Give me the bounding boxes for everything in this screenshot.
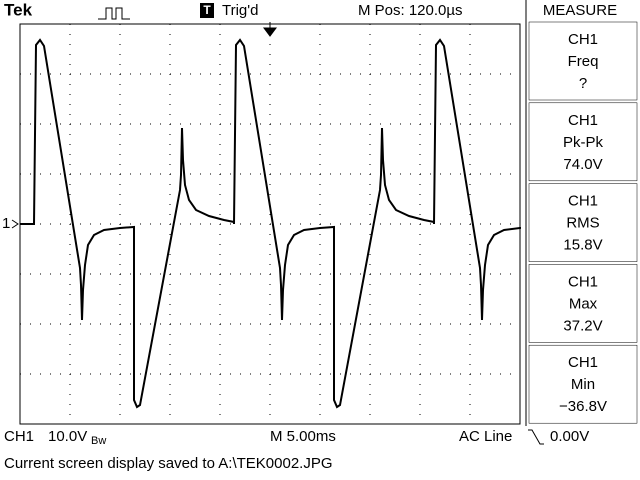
status-message: Current screen display saved to A:\TEK00…: [4, 455, 333, 472]
measure-box: [528, 264, 638, 343]
horizontal-position: M Pos: 120.0µs: [358, 2, 463, 19]
waveform: [20, 38, 521, 409]
measure-value: 74.0V: [563, 156, 602, 173]
acquire-icon: [98, 7, 130, 20]
channel-marker: 1: [2, 215, 10, 232]
channel-label: CH1: [4, 428, 34, 445]
measure-value: ?: [579, 75, 587, 92]
measure-source: CH1: [568, 273, 598, 290]
brand: Tek: [4, 0, 33, 19]
trigger-slope-icon: [528, 429, 544, 445]
panel-title: MEASURE: [543, 2, 617, 19]
measure-box: [528, 183, 638, 262]
trigger-position-marker: [263, 22, 277, 37]
measure-name: Min: [571, 376, 595, 393]
measure-source: CH1: [568, 354, 598, 371]
vertical-scale: 10.0V: [48, 428, 87, 445]
graticule: [20, 24, 520, 424]
measure-name: RMS: [566, 215, 599, 232]
measure-name: Freq: [568, 53, 599, 70]
measure-name: Pk-Pk: [563, 134, 604, 151]
measure-source: CH1: [568, 193, 598, 210]
measure-source: CH1: [568, 112, 598, 129]
measure-box: [528, 21, 638, 101]
measure-box: [528, 102, 638, 182]
measure-name: Max: [569, 295, 598, 312]
trigger-status: Trig'd: [222, 2, 258, 19]
measure-value: −36.8V: [559, 398, 607, 415]
bandwidth-limit: Bw: [91, 435, 106, 447]
measure-panel: CH1 Freq? CH1 Pk-Pk 74.0V CH1 RMS 15.8V CH1 Max 37…: [525, 0, 638, 426]
trigger-source: AC Line: [459, 428, 512, 445]
measure-box: [528, 344, 638, 424]
trigger-level: 0.00V: [550, 428, 589, 445]
trigger-mark-box: [200, 3, 214, 18]
measure-source: CH1: [568, 31, 598, 48]
measure-value: 15.8V: [563, 237, 602, 254]
trigger-mark: T: [203, 3, 211, 17]
ground-arrow: [11, 219, 19, 229]
measure-value: 37.2V: [563, 317, 602, 334]
timebase: M 5.00ms: [270, 428, 336, 445]
